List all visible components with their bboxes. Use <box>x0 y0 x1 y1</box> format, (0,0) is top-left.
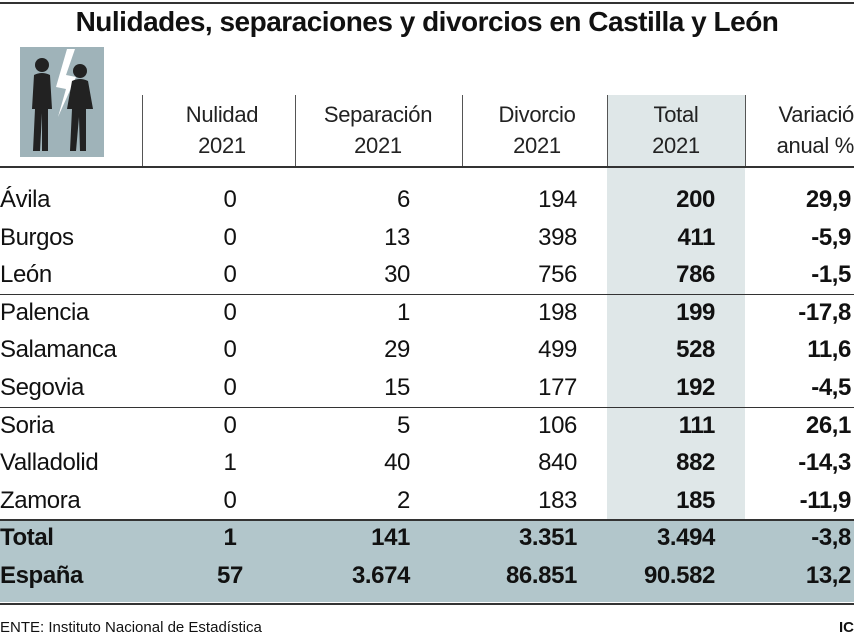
cell: 0 <box>223 374 237 401</box>
cell: 200 <box>676 186 715 213</box>
row-label: Salamanca <box>0 336 117 364</box>
column-header: 2021 <box>354 133 402 158</box>
cell: 30 <box>384 261 410 289</box>
header-rule <box>0 166 854 168</box>
totals-shade <box>0 520 854 602</box>
column-header: Total <box>653 102 699 127</box>
cell: 40 <box>384 449 410 477</box>
cell: 194 <box>538 186 577 213</box>
cell: 29 <box>384 336 410 364</box>
column-header: 2021 <box>652 133 700 158</box>
total-column-shade <box>607 95 745 520</box>
cell: -14,3 <box>798 449 851 477</box>
cell: 840 <box>538 449 577 477</box>
cell: 29,9 <box>805 186 852 213</box>
cell: 0 <box>223 411 237 439</box>
cell: 13 <box>384 223 410 251</box>
cell: 398 <box>538 223 577 251</box>
group-rule <box>0 407 854 408</box>
row-label: España <box>0 562 83 589</box>
col-divider <box>142 95 143 167</box>
icon <box>20 47 104 157</box>
cell: 5 <box>397 411 410 439</box>
cell: 86.851 <box>505 562 577 589</box>
row-label: Palencia <box>0 298 89 326</box>
cell: 3.494 <box>656 524 715 552</box>
cell: 3.351 <box>518 524 577 552</box>
col-divider <box>745 95 746 167</box>
title: Nulidades, separaciones y divorcios en C… <box>75 6 779 37</box>
row-label: Segovia <box>0 374 84 401</box>
cell: 6 <box>397 186 410 213</box>
cell: 192 <box>676 374 715 401</box>
col-divider <box>607 95 608 167</box>
cell: 15 <box>384 374 410 401</box>
source: ENTE: Instituto Nacional de Estadística <box>0 619 262 636</box>
column-header: Nulidad <box>185 102 259 127</box>
cell: 499 <box>538 336 577 364</box>
cell: 198 <box>538 298 577 326</box>
row-label: Ávila <box>0 186 51 213</box>
cell: -5,9 <box>811 223 851 251</box>
cell: -4,5 <box>811 374 851 401</box>
cell: 1 <box>397 298 410 326</box>
group-rule <box>0 294 854 295</box>
group-rule <box>0 519 854 521</box>
column-header: anual % <box>776 133 854 158</box>
cell: 786 <box>676 261 715 289</box>
cell: 106 <box>538 411 577 439</box>
column-header: Divorcio <box>498 102 576 127</box>
column-header: 2021 <box>198 133 246 158</box>
col-divider <box>462 95 463 167</box>
credit: IC <box>839 619 854 636</box>
cell: 528 <box>676 336 715 364</box>
cell: -1,5 <box>811 261 851 289</box>
row-label: Soria <box>0 411 55 439</box>
cell: 90.582 <box>643 562 715 589</box>
bottom-rule <box>0 603 854 605</box>
cell: 199 <box>676 298 715 326</box>
row-label: Valladolid <box>0 449 99 477</box>
cell: -11,9 <box>799 486 852 514</box>
cell: 11,6 <box>807 336 851 364</box>
row-label: Zamora <box>0 486 81 514</box>
cell: 0 <box>223 223 237 251</box>
column-header: Separación <box>323 102 433 127</box>
cell: 111 <box>678 411 716 439</box>
column-header: 2021 <box>513 133 561 158</box>
cell: 756 <box>538 261 577 289</box>
cell: 2 <box>397 486 410 514</box>
cell: 0 <box>223 336 237 364</box>
col-divider <box>295 95 296 167</box>
row-label: Total <box>0 524 54 552</box>
row-label: León <box>0 261 52 289</box>
cell: 1 <box>223 524 237 552</box>
cell: 57 <box>217 562 243 589</box>
cell: 411 <box>677 223 715 251</box>
cell: 185 <box>676 486 715 514</box>
cell: 141 <box>371 524 410 552</box>
cell: 13,2 <box>805 562 852 589</box>
cell: 0 <box>223 298 237 326</box>
cell: 0 <box>223 261 237 289</box>
cell: 177 <box>538 374 577 401</box>
cell: 3.674 <box>351 562 410 589</box>
cell: 882 <box>676 449 715 477</box>
cell: 26,1 <box>805 411 852 439</box>
top-rule <box>0 2 854 4</box>
cell: 183 <box>538 486 577 514</box>
cell: -17,8 <box>798 298 851 326</box>
column-header: Variació <box>778 102 854 127</box>
cell: 0 <box>223 186 237 213</box>
cell: -3,8 <box>811 524 851 552</box>
row-label: Burgos <box>0 223 74 251</box>
cell: 1 <box>223 449 237 477</box>
cell: 0 <box>223 486 237 514</box>
